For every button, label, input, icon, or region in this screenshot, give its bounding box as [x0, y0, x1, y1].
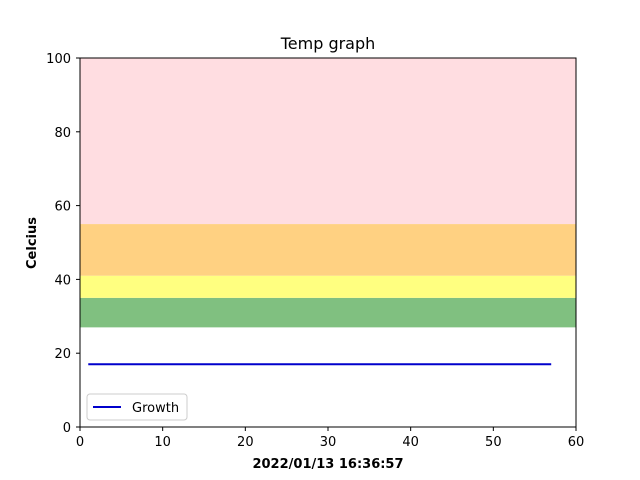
x-tick-label: 50: [485, 435, 502, 450]
x-tick-label: 40: [402, 435, 419, 450]
x-tick-label: 0: [76, 435, 84, 450]
legend: Growth: [86, 393, 188, 421]
x-axis-ticks: 0 10 20 30 40 50 60: [76, 427, 584, 450]
y-tick-label: 80: [54, 126, 71, 141]
band-3: [80, 58, 576, 225]
y-tick-label: 60: [54, 200, 71, 215]
x-tick-label: 10: [154, 435, 171, 450]
band-2: [80, 224, 576, 276]
y-axis-label: Celcius: [25, 217, 40, 269]
legend-box: [86, 393, 188, 421]
legend-label-growth: Growth: [132, 401, 179, 416]
band-1: [80, 275, 576, 298]
y-tick-label: 100: [46, 52, 71, 67]
y-tick-label: 0: [63, 421, 71, 436]
y-tick-label: 40: [54, 273, 71, 288]
chart-title: Temp graph: [280, 34, 376, 53]
threshold-bands: [80, 58, 576, 328]
y-axis-ticks: 0 20 40 60 80 100: [46, 52, 80, 436]
x-axis-label: 2022/01/13 16:36:57: [252, 457, 403, 472]
x-tick-label: 60: [568, 435, 585, 450]
x-tick-label: 20: [237, 435, 254, 450]
y-tick-label: 20: [54, 347, 71, 362]
x-tick-label: 30: [320, 435, 337, 450]
band-0: [80, 297, 576, 328]
